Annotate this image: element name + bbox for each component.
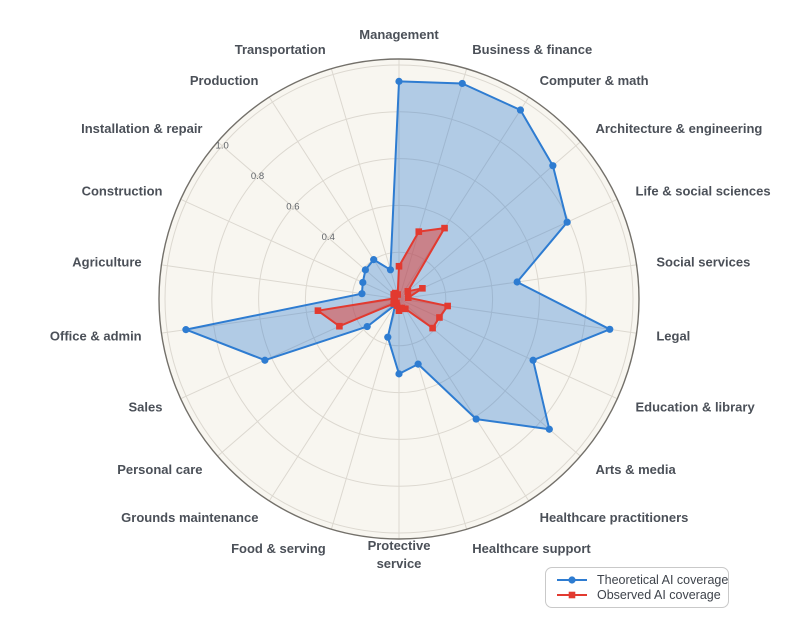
point-observed-ai-coverage-architecture-engineering: [404, 288, 412, 295]
point-observed-ai-coverage-business-finance: [415, 228, 423, 235]
point-observed-ai-coverage-education-library: [436, 314, 443, 321]
category-label-management: Management: [359, 27, 439, 42]
legend-swatch-observed-line-square-icon: [557, 591, 587, 599]
grid-spoke-healthcare-practitioners: [398, 298, 530, 502]
category-label-office-admin: Office & admin: [50, 329, 142, 344]
grid-spoke-production: [268, 96, 400, 300]
category-label-food-serving: Food & serving: [231, 541, 326, 556]
point-theoretical-ai-coverage-education-library: [529, 356, 537, 364]
point-observed-ai-coverage-transportation: [394, 291, 401, 298]
category-label-installation-repair: Installation & repair: [81, 121, 202, 136]
category-label-agriculture: Agriculture: [72, 254, 141, 269]
radial-tick-label-0.4: 0.4: [322, 232, 335, 243]
point-theoretical-ai-coverage-construction: [359, 278, 367, 287]
point-theoretical-ai-coverage-computer-math: [516, 106, 525, 114]
point-observed-ai-coverage-social-services: [404, 294, 412, 301]
point-observed-ai-coverage-arts-media: [429, 324, 436, 332]
point-observed-ai-coverage-office-admin: [314, 307, 322, 314]
category-label-social-services: Social services: [656, 254, 750, 269]
point-observed-ai-coverage-protective-service: [395, 307, 403, 314]
grid-spoke-installation-repair: [217, 141, 400, 300]
radial-tick-label-0.6: 0.6: [286, 202, 299, 213]
point-theoretical-ai-coverage-architecture-engineering: [549, 162, 557, 170]
grid-spoke-life-social-sciences: [398, 198, 618, 300]
point-observed-ai-coverage-legal: [444, 302, 451, 310]
category-label-legal: Legal: [656, 329, 690, 344]
point-theoretical-ai-coverage-healthcare-practitioners: [472, 415, 480, 423]
point-theoretical-ai-coverage-arts-media: [545, 425, 553, 433]
point-theoretical-ai-coverage-transportation: [386, 266, 395, 274]
point-theoretical-ai-coverage-food-serving: [384, 333, 392, 341]
category-label-healthcare-practitioners: Healthcare practitioners: [540, 510, 689, 525]
point-theoretical-ai-coverage-legal: [606, 325, 614, 333]
point-observed-ai-coverage-personal-care: [390, 300, 397, 307]
series-fill-theoretical-ai-coverage: [185, 81, 610, 430]
legend-item-observed: Observed AI coverage: [555, 588, 721, 604]
category-label-life-social-sciences: Life & social sciences: [636, 183, 771, 198]
point-theoretical-ai-coverage-personal-care: [363, 322, 371, 331]
radial-tick-label-1.0: 1.0: [216, 140, 229, 151]
category-label-transportation: Transportation: [235, 42, 326, 57]
category-label-arts-media: Arts & media: [595, 462, 676, 477]
point-theoretical-ai-coverage-social-services: [513, 278, 521, 286]
grid-spoke-transportation: [330, 68, 400, 300]
category-label-computer-math: Computer & math: [540, 73, 649, 88]
point-theoretical-ai-coverage-management: [395, 77, 403, 85]
point-theoretical-ai-coverage-agriculture: [358, 290, 366, 298]
category-label-protective-service: Protective service: [368, 538, 431, 571]
legend: Theoretical AI coverage Observed AI cove…: [545, 567, 729, 608]
point-theoretical-ai-coverage-life-social-sciences: [563, 218, 571, 226]
point-observed-ai-coverage-computer-math: [441, 224, 448, 232]
point-observed-ai-coverage-sales: [336, 322, 343, 330]
point-theoretical-ai-coverage-business-finance: [458, 79, 466, 88]
legend-swatch-theoretical-line-circle-icon: [557, 576, 587, 584]
point-observed-ai-coverage-healthcare-practitioners: [402, 305, 409, 313]
grid-spoke-grounds-maintenance: [268, 298, 400, 502]
category-label-construction: Construction: [82, 183, 163, 198]
polar-spine: [158, 58, 640, 540]
category-label-architecture-engineering: Architecture & engineering: [595, 121, 762, 136]
point-theoretical-ai-coverage-protective-service: [395, 370, 403, 378]
series-fill-observed-ai-coverage: [317, 228, 448, 329]
category-label-sales: Sales: [129, 400, 163, 415]
category-label-business-finance: Business & finance: [472, 42, 592, 57]
point-theoretical-ai-coverage-installation-repair: [361, 266, 369, 274]
category-label-personal-care: Personal care: [117, 462, 202, 477]
category-label-healthcare-support: Healthcare support: [472, 541, 591, 556]
category-label-production: Production: [190, 73, 259, 88]
point-observed-ai-coverage-management: [395, 262, 403, 270]
legend-item-theoretical: Theoretical AI coverage: [555, 572, 728, 588]
point-observed-ai-coverage-life-social-sciences: [419, 285, 426, 292]
radial-tick-label-0.8: 0.8: [251, 171, 264, 182]
point-theoretical-ai-coverage-production: [370, 256, 378, 264]
legend-label-theoretical: Theoretical AI coverage: [597, 572, 729, 587]
grid-spoke-healthcare-support: [398, 298, 468, 530]
point-theoretical-ai-coverage-healthcare-support: [414, 360, 422, 368]
point-theoretical-ai-coverage-sales: [261, 356, 269, 364]
point-theoretical-ai-coverage-office-admin: [182, 326, 190, 334]
category-label-grounds-maintenance: Grounds maintenance: [121, 510, 258, 525]
legend-label-observed: Observed AI coverage: [597, 588, 721, 603]
category-label-education-library: Education & library: [636, 400, 756, 415]
